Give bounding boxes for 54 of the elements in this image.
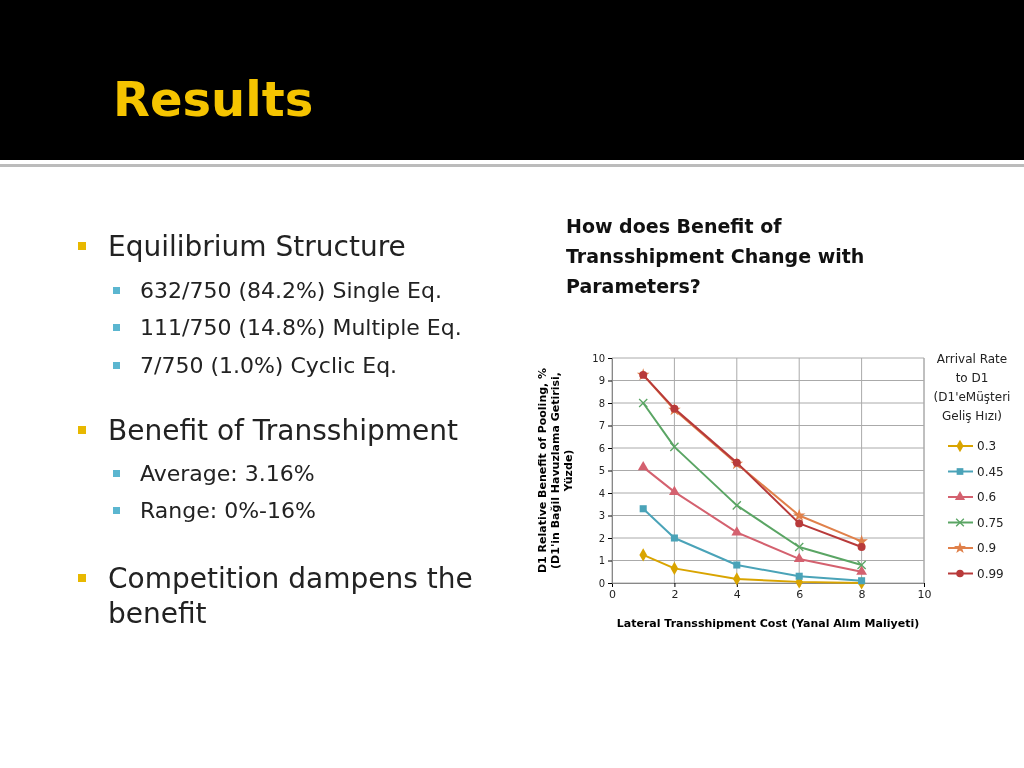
y-tick-label: 7	[598, 420, 605, 432]
point	[794, 542, 804, 552]
y-axis-title: D1 Relative Benefit of Pooling, % (D1'in Bağil Havuzlama Getirisi, Yüzde)	[536, 367, 575, 574]
text: Competition dampens the benefit	[108, 562, 473, 630]
y-tick-label: 6	[598, 442, 605, 454]
legend-label: 0.3	[977, 439, 997, 453]
y-tick-label: 2	[598, 532, 605, 544]
point	[637, 460, 649, 471]
point	[856, 560, 867, 570]
text: 7/750 (1.0%) Cyclic Eq.	[140, 353, 398, 378]
text: 111/750 (14.8%) Multiple Eq.	[140, 315, 462, 340]
point	[792, 508, 806, 521]
point	[732, 500, 742, 511]
point	[639, 505, 647, 513]
point	[857, 543, 866, 551]
y-tick-label: 1	[598, 555, 605, 567]
legend-label: 0.9	[977, 541, 997, 555]
legend-label: 0.99	[977, 566, 1004, 581]
y-tick-label: 8	[598, 397, 605, 409]
point	[670, 534, 678, 542]
point	[858, 577, 866, 585]
x-tick-label: 4	[733, 587, 741, 601]
y-tick-label: 10	[592, 352, 605, 364]
y-tick-label: 5	[598, 465, 605, 477]
point	[638, 398, 648, 408]
x-axis-title: Lateral Transshipment Cost (Yanal Alım Maliyeti)	[616, 617, 920, 630]
legend-title: Arrival Rate to D1 (D1'eMüşteri Geliş Hızı)	[933, 352, 1011, 423]
point	[669, 485, 680, 495]
point	[795, 519, 804, 528]
legend-label: 0.75	[977, 515, 1004, 530]
point	[793, 552, 805, 563]
text: Range: 0%-16%	[140, 498, 316, 523]
x-tick-label: 0	[609, 587, 616, 601]
text: Average: 3.16%	[140, 461, 315, 486]
text: Benefit of Transshipment	[108, 414, 458, 447]
point	[856, 565, 867, 575]
x-tick-label: 2	[671, 587, 679, 601]
chart-title: How does Benefit of Transshipment Change with Parameters?	[566, 215, 865, 297]
x-tick-label: 6	[796, 587, 804, 601]
point	[733, 561, 741, 569]
text: Equilibrium Structure	[108, 230, 406, 263]
legend-label: 0.6	[977, 490, 997, 504]
x-tick-label: 8	[858, 587, 866, 601]
point	[731, 526, 743, 536]
text: 632/750 (84.2%) Single Eq.	[140, 278, 442, 303]
y-tick-label: 3	[598, 510, 605, 522]
y-tick-label: 0	[598, 577, 605, 589]
y-tick-label: 4	[598, 487, 605, 499]
point	[669, 442, 680, 452]
point	[795, 572, 803, 580]
legend-label: 0.45	[977, 464, 1004, 479]
text: Results	[113, 71, 314, 127]
x-tick-label: 10	[917, 587, 932, 601]
y-tick-label: 9	[598, 375, 605, 387]
